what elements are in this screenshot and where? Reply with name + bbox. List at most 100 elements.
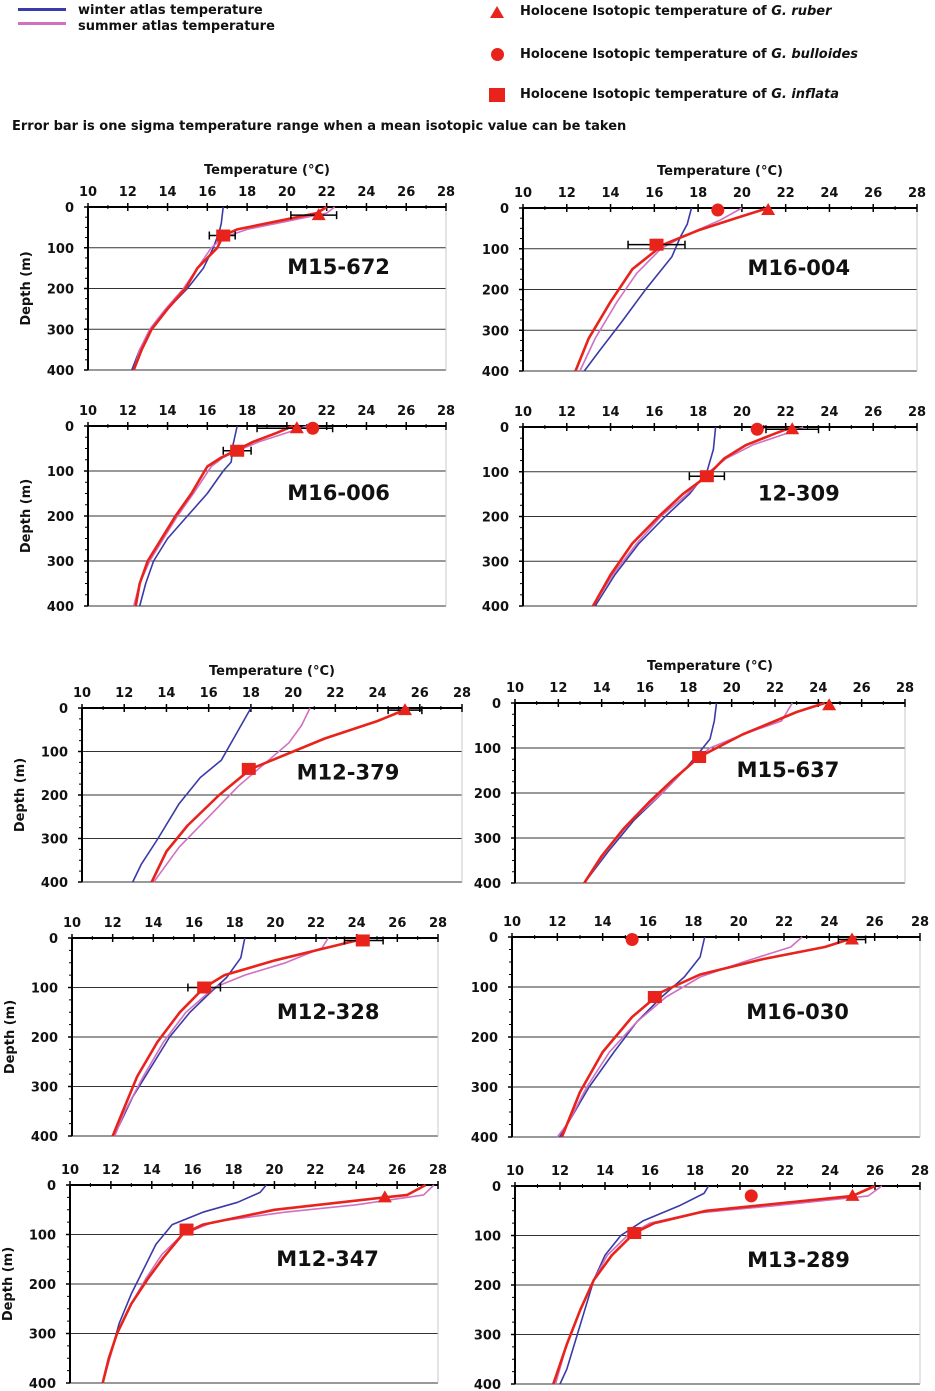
- x-tick-label: 24: [369, 686, 387, 701]
- station-title: M16-030: [746, 1000, 849, 1024]
- chart-panel: 10 12 14 16 18 20 22 24 26 28 0 100 200 300 400 Depth (…: [1, 1163, 447, 1391]
- x-tick-label: 12: [549, 681, 567, 696]
- x-tick-label: 18: [689, 186, 707, 201]
- y-axis-label: Depth (m): [13, 758, 28, 832]
- summer-series-line: [579, 207, 743, 372]
- y-axis-label: Depth (m): [19, 251, 34, 325]
- y-tick-label: 0: [59, 702, 68, 717]
- x-tick-label: 10: [514, 405, 532, 420]
- x-tick-label: 16: [645, 186, 663, 201]
- x-tick-label: 22: [318, 185, 336, 200]
- inflata-point: [647, 991, 662, 1003]
- summer-series-line: [556, 936, 803, 1138]
- x-tick-label: 10: [63, 916, 81, 931]
- ruber-legend-prefix: Holocene Isotopic temperature of: [520, 4, 772, 19]
- x-tick-label: 10: [506, 681, 524, 696]
- x-tick-label: 12: [119, 404, 137, 419]
- y-tick-label: 300: [474, 1329, 501, 1344]
- y-tick-label: 200: [474, 1279, 501, 1294]
- y-tick-label: 100: [41, 746, 68, 761]
- winter-series-line: [112, 937, 246, 1137]
- y-tick-label: 300: [471, 1081, 498, 1096]
- x-tick-label: 28: [437, 404, 455, 419]
- x-tick-label: 12: [558, 186, 576, 201]
- x-tick-label: 24: [348, 916, 366, 931]
- x-tick-label: 14: [594, 915, 612, 930]
- x-tick-label: 14: [143, 1163, 161, 1178]
- y-tick-label: 200: [29, 1278, 56, 1293]
- y-tick-label: 0: [489, 931, 498, 946]
- x-tick-label: 16: [198, 185, 216, 200]
- x-tick-label: 20: [723, 681, 741, 696]
- x-tick-label: 22: [318, 404, 336, 419]
- x-tick-label: 24: [357, 404, 375, 419]
- x-tick-label: 26: [866, 1164, 884, 1179]
- ruber-point: [845, 932, 859, 945]
- y-tick-label: 300: [31, 1081, 58, 1096]
- x-tick-label: 20: [733, 405, 751, 420]
- winter-legend-line: [18, 8, 66, 11]
- inflata-point: [355, 934, 370, 947]
- y-tick-label: 300: [474, 832, 501, 847]
- station-title: M16-006: [287, 481, 390, 505]
- station-title: M15-637: [737, 758, 840, 782]
- x-tick-label: 22: [307, 916, 325, 931]
- y-tick-label: 400: [474, 1378, 501, 1391]
- y-tick-label: 300: [482, 324, 509, 339]
- y-tick-label: 100: [47, 242, 74, 257]
- model-series-line: [111, 936, 368, 1137]
- x-tick-label: 14: [602, 405, 620, 420]
- y-axis-label: Depth (m): [1, 1247, 16, 1321]
- y-tick-label: 0: [500, 202, 509, 217]
- chart-panel: 10 12 14 16 18 20 22 24 26 28 0 100 200 300 400 M13-289: [474, 1164, 929, 1391]
- y-tick-label: 100: [474, 1230, 501, 1245]
- x-tick-label: 20: [278, 404, 296, 419]
- ruber-point: [398, 703, 412, 716]
- inflata-point: [241, 762, 256, 775]
- x-tick-label: 10: [514, 186, 532, 201]
- chart-panel: 10 12 14 16 18 20 22 24 26 28 0 100 200 300 400 Tempera…: [474, 659, 914, 892]
- y-tick-label: 100: [474, 742, 501, 757]
- x-tick-label: 14: [159, 404, 177, 419]
- inflata-point: [692, 751, 707, 763]
- y-tick-label: 200: [482, 284, 509, 299]
- x-tick-label: 16: [200, 686, 218, 701]
- x-tick-label: 12: [119, 185, 137, 200]
- ruber-point: [761, 203, 776, 216]
- x-tick-label: 14: [144, 916, 162, 931]
- bulloides-point: [750, 422, 764, 436]
- model-series-line: [134, 424, 294, 607]
- ruber-point: [289, 421, 304, 434]
- y-tick-label: 200: [47, 510, 74, 525]
- chart-panel: 10 12 14 16 18 20 22 24 26 28 0 100 200 300 400 Tempera…: [13, 664, 471, 891]
- inflata-point: [699, 470, 714, 483]
- summer-series-line: [132, 206, 336, 371]
- x-tick-label: 12: [102, 1163, 120, 1178]
- bulloides-point: [711, 203, 725, 217]
- x-tick-label: 18: [238, 404, 256, 419]
- winter-series-line: [131, 707, 252, 883]
- x-tick-label: 22: [775, 915, 793, 930]
- inflata-point: [627, 1227, 642, 1240]
- chart-panel: 10 12 14 16 18 20 22 24 26 28 0 100 200 300 400 Tempera…: [19, 163, 455, 379]
- y-axis-label: Depth (m): [19, 479, 34, 553]
- y-tick-label: 0: [492, 1180, 501, 1195]
- x-tick-label: 24: [347, 1163, 365, 1178]
- x-tick-label: 22: [776, 1164, 794, 1179]
- y-tick-label: 100: [482, 466, 509, 481]
- x-tick-label: 20: [733, 186, 751, 201]
- x-tick-label: 26: [853, 681, 871, 696]
- x-tick-label: 14: [596, 1164, 614, 1179]
- x-tick-label: 24: [820, 915, 838, 930]
- x-tick-label: 14: [593, 681, 611, 696]
- inflata-legend-species: G. inflata: [771, 87, 840, 102]
- x-tick-label: 18: [686, 1164, 704, 1179]
- x-axis-label: Temperature (°C): [209, 664, 335, 679]
- x-tick-label: 12: [551, 1164, 569, 1179]
- inflata-legend-label: Holocene Isotopic temperature of G. infl…: [520, 87, 839, 102]
- x-tick-label: 14: [159, 185, 177, 200]
- x-tick-label: 12: [115, 686, 133, 701]
- y-tick-label: 400: [31, 1130, 58, 1145]
- chart-panel: 10 12 14 16 18 20 22 24 26 28 0 100 200 300 400 M16-030: [471, 915, 929, 1146]
- summer-series-line: [132, 425, 308, 607]
